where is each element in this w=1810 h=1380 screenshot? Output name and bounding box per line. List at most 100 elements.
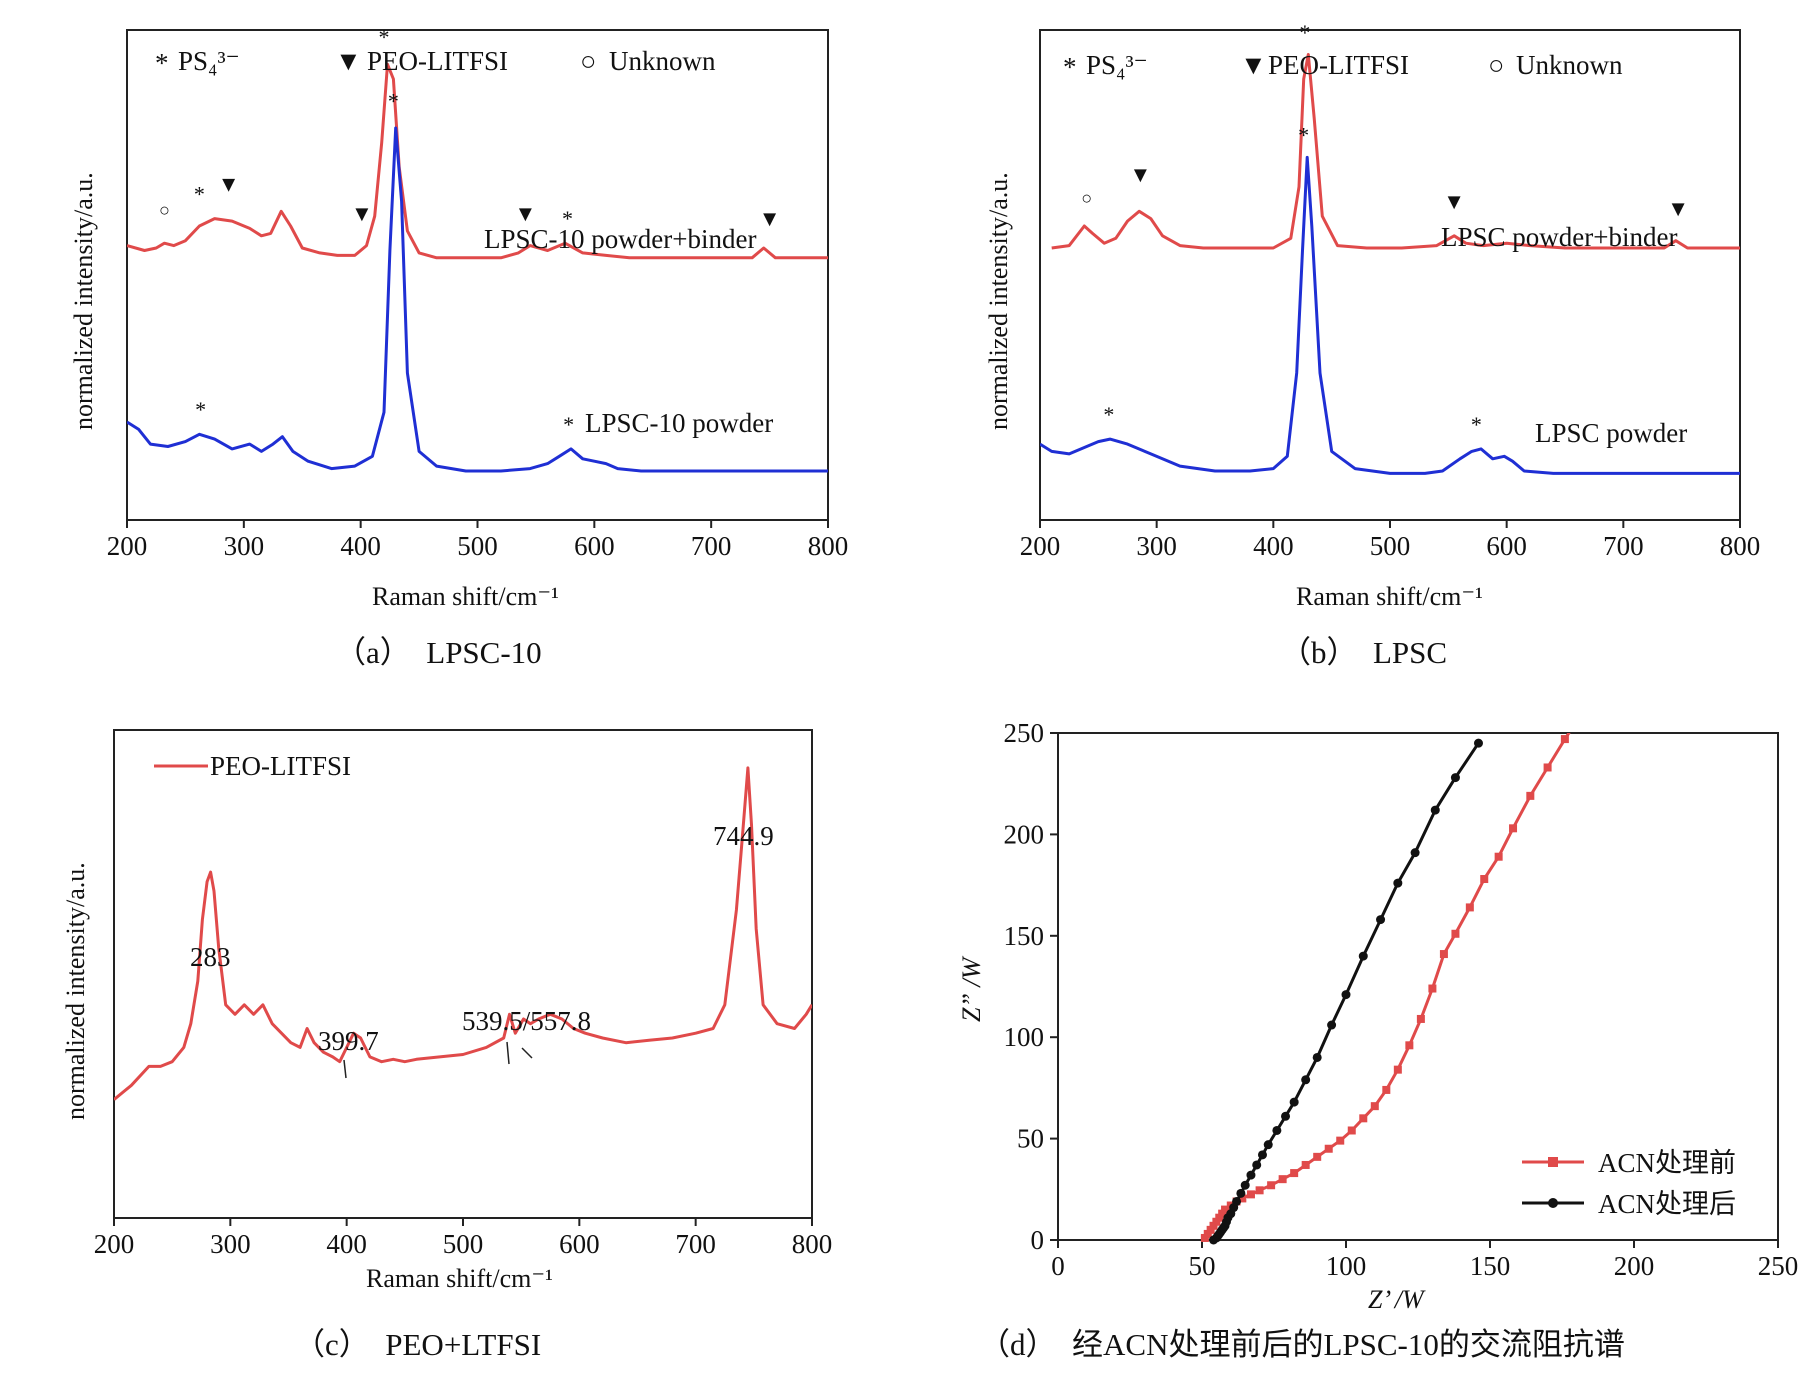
panel-d-series-0-point-29 — [1451, 929, 1460, 938]
panel-d-series-1-point-15 — [1246, 1170, 1256, 1180]
panel-d-series-1-point-19 — [1272, 1125, 1282, 1135]
panel-b-marks: ○ ▼ * ▼ ▼ * * * — [1081, 20, 1689, 437]
panel-d-series-0-point-24 — [1393, 1065, 1402, 1074]
panel-d-series-0-point-5 — [1215, 1213, 1224, 1222]
panel-a-legend-marker-1: * — [155, 48, 169, 78]
panel-c-legend-label: PEO-LITFSI — [210, 751, 351, 781]
panel-a-peak-mark-8: * — [388, 88, 399, 113]
panel-d-axes: 0 50 100 150 200 250 0 50 100 150 200 250 — [1004, 718, 1799, 1281]
panel-a-frame — [126, 29, 829, 521]
panel-d-xtick-label-3: 150 — [1470, 1251, 1511, 1281]
panel-d-ylabel: Z” /W — [957, 955, 986, 1022]
panel-b-ylabel: normalized intensity/a.u. — [984, 172, 1013, 430]
panel-d-series-0-point-21 — [1359, 1114, 1368, 1123]
panel-a-axes: 200 300 400 500 600 700 800 — [107, 29, 848, 561]
panel-b-axes: 200 300 400 500 600 700 800 — [1020, 29, 1761, 561]
panel-c-xtick-label-6: 800 — [792, 1229, 833, 1259]
panel-d-series-0-point-28 — [1439, 950, 1448, 959]
panel-b-xtick-label-4: 600 — [1486, 531, 1527, 561]
panel-d-series-0-point-4 — [1212, 1217, 1221, 1226]
panel-d-series-1-point-13 — [1236, 1188, 1246, 1198]
panel-d-series-1-point-31 — [1450, 773, 1460, 783]
panel-a-series — [127, 62, 828, 473]
panel-b-legend-label-3: Unknown — [1516, 50, 1623, 80]
panel-b-peak-mark-1: ▼ — [1129, 162, 1151, 187]
panel-d-series-0-point-12 — [1255, 1186, 1264, 1195]
panel-b-legend-marker-1: * — [1063, 52, 1077, 82]
panel-c-leader-557-8 — [521, 1047, 533, 1059]
panel-a-peak-mark-7: * — [379, 25, 390, 50]
panel-c-peak-283: 283 — [190, 942, 231, 972]
panel-d-ytick-label-3: 150 — [1004, 921, 1045, 951]
panel-a-peak-mark-0: ○ — [159, 200, 170, 220]
panel-d-series-1-point-32 — [1473, 738, 1483, 748]
panel-b-peak-mark-5: * — [1298, 123, 1309, 148]
panel-a-xtick-label-2: 400 — [340, 531, 381, 561]
panel-d-frame — [1057, 732, 1779, 1241]
panel-a: 200 300 400 500 600 700 800 ○ * ▼ ▼ ▼ * ▼ * * * * * PS₄³… — [69, 25, 848, 670]
panel-c-xtick-label-5: 700 — [675, 1229, 716, 1259]
panel-b-label-powder: LPSC powder — [1535, 418, 1687, 448]
panel-b-peak-mark-7: * — [1471, 412, 1482, 437]
panel-a-xtick-label-4: 600 — [574, 531, 615, 561]
panel-b-peak-mark-2: * — [1299, 20, 1310, 45]
panel-d-series-1-point-20 — [1281, 1111, 1291, 1121]
panel-a-legend-label-1: PS₄³⁻ — [178, 46, 240, 76]
panel-a-legend-label-3: Unknown — [609, 46, 716, 76]
panel-a-peak-mark-6: ▼ — [759, 206, 781, 231]
panel-d-series-0-point-35 — [1543, 763, 1552, 772]
panel-c-xlabel: Raman shift/cm⁻¹ — [366, 1264, 553, 1293]
panel-c-xtick-label-1: 300 — [210, 1229, 251, 1259]
panel-b-series — [1040, 53, 1740, 475]
panel-d-series-0-point-7 — [1221, 1205, 1230, 1214]
panel-d-series-0-point-11 — [1246, 1190, 1255, 1199]
panel-b-legend: * PS₄³⁻ ▼ PEO-LITFSI ○ Unknown — [1063, 50, 1623, 82]
panel-b-legend-label-1: PS₄³⁻ — [1086, 50, 1148, 80]
panel-d-series-0-point-3 — [1209, 1221, 1218, 1230]
panel-d-series-1-point-17 — [1257, 1150, 1267, 1160]
panel-d-series-0-point-22 — [1370, 1102, 1379, 1111]
panel-d-series-0-point-30 — [1465, 903, 1474, 912]
panel-c-axes: 200 300 400 500 600 700 800 — [94, 729, 833, 1259]
panel-d-ytick-label-4: 200 — [1004, 819, 1045, 849]
panel-d-series-0-point-17 — [1313, 1152, 1322, 1161]
panel-d-legend: ACN处理前 ACN处理后 — [1522, 1148, 1736, 1219]
panel-c-series-line-0 — [114, 766, 812, 1101]
panel-d-series — [1200, 733, 1571, 1245]
panel-d-series-1-point-21 — [1289, 1097, 1299, 1107]
panel-d-series-0-point-0 — [1200, 1233, 1209, 1242]
panel-a-legend: * PS₄³⁻ ▼ PEO-LITFSI ○ Unknown — [155, 46, 716, 78]
panel-d-series-0-point-31 — [1480, 875, 1489, 884]
panel-a-legend-marker-2: ▼ — [335, 46, 362, 76]
panel-c-xtick-label-4: 600 — [559, 1229, 600, 1259]
panel-a-series-line-0 — [127, 62, 828, 260]
panel-d-series-0-point-6 — [1218, 1209, 1227, 1218]
panel-d-ytick-label-5: 250 — [1004, 718, 1045, 748]
panel-d-xlabel: Z’ /W — [1368, 1285, 1426, 1314]
panel-d-series-0-point-33 — [1509, 824, 1518, 833]
panel-d-series-0-point-19 — [1336, 1136, 1345, 1145]
panel-d-series-0-point-23 — [1382, 1085, 1391, 1094]
panel-b-legend-marker-3: ○ — [1488, 50, 1504, 80]
panel-a-marks: ○ * ▼ ▼ ▼ * ▼ * * * * — [159, 25, 781, 437]
panel-b-legend-label-2: PEO-LITFSI — [1268, 50, 1409, 80]
panel-a-xlabel: Raman shift/cm⁻¹ — [372, 582, 559, 611]
panel-a-xtick-label-1: 300 — [224, 531, 265, 561]
panel-d-legend-label-1: ACN处理前 — [1598, 1148, 1736, 1178]
panel-b-xtick-label-6: 800 — [1720, 531, 1761, 561]
panel-d-series-1-point-16 — [1252, 1160, 1262, 1170]
panel-d-series-0-point-32 — [1494, 852, 1503, 861]
panel-a-label-binder: LPSC-10 powder+binder — [484, 224, 756, 254]
panel-b-xtick-label-3: 500 — [1370, 531, 1411, 561]
panel-c-xtick-label-0: 200 — [94, 1229, 135, 1259]
panel-b-xtick-label-5: 700 — [1603, 531, 1644, 561]
panel-d-series-1-point-28 — [1393, 878, 1403, 888]
panel-d-series-0-point-13 — [1267, 1181, 1276, 1190]
panel-b-series-line-0 — [1051, 53, 1740, 250]
panel-b-legend-marker-2: ▼ — [1240, 50, 1267, 80]
panel-c-caption: （c） PEO+LTFSI — [294, 1327, 541, 1362]
panel-a-xtick-label-0: 200 — [107, 531, 148, 561]
panel-d-ytick-label-1: 50 — [1017, 1124, 1044, 1154]
panel-a-legend-label-2: PEO-LITFSI — [367, 46, 508, 76]
